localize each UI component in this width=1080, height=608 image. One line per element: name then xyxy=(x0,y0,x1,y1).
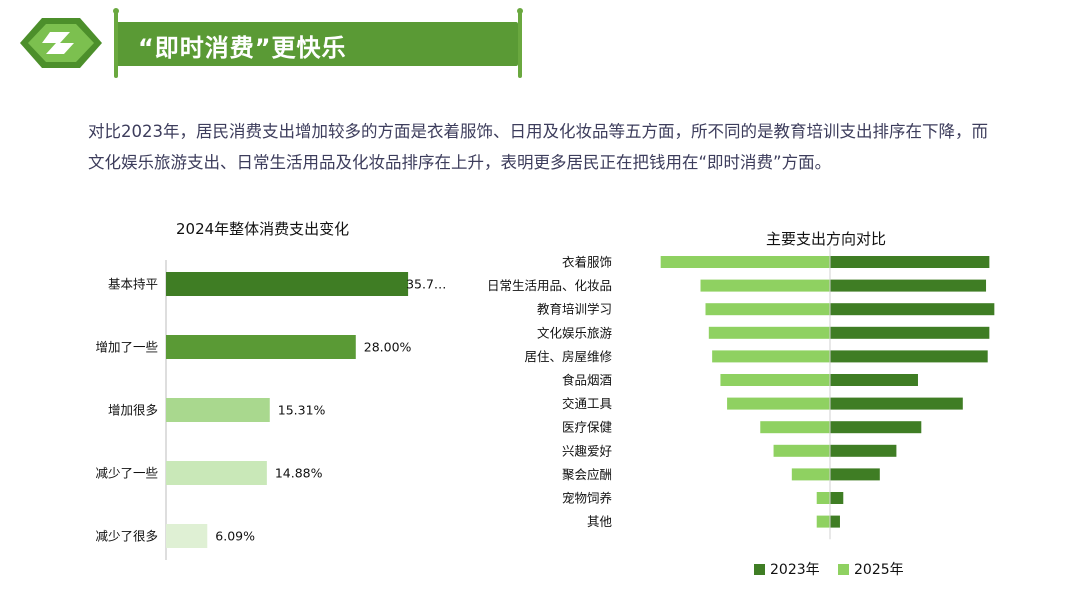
bar-2025-9 xyxy=(773,444,830,457)
overall-change-chart: 基本持平 35.7… 增加了一些 28.00% 增加很多 15.31% 减少了一些 14.88… xyxy=(95,260,446,560)
bar-2023-8 xyxy=(830,421,922,434)
legend-label-2023: 2023年 xyxy=(770,562,820,578)
bar-2023-3 xyxy=(830,303,995,316)
category-label: 交通工具 xyxy=(562,396,613,411)
category-label: 聚会应酬 xyxy=(562,467,612,482)
category-label: 文化娱乐旅游 xyxy=(537,325,613,340)
banner-pin-left xyxy=(114,12,118,78)
bar-2025-12 xyxy=(816,515,830,528)
category-label: 医疗保健 xyxy=(562,420,613,435)
banner-pin-right xyxy=(518,12,522,78)
legend-label-2025: 2025年 xyxy=(854,562,904,578)
category-label: 教育培训学习 xyxy=(537,302,612,317)
category-label: 宠物饲养 xyxy=(562,491,612,506)
bar-2023-2 xyxy=(830,279,987,292)
spending-direction-chart: 衣着服饰日常生活用品、化妆品教育培训学习文化娱乐旅游居住、房屋维修食品烟酒交通工… xyxy=(487,246,995,578)
bar-2025-8 xyxy=(760,421,830,434)
category-label: 食品烟酒 xyxy=(562,373,612,388)
bar-5 xyxy=(166,524,208,548)
category-label: 日常生活用品、化妆品 xyxy=(487,278,612,293)
category-label: 居住、房屋维修 xyxy=(524,349,612,364)
banner-pin-dot-right xyxy=(517,8,523,14)
bar-2023-9 xyxy=(830,444,897,457)
value-label: 35.7… xyxy=(406,277,446,292)
intro-paragraph: 对比2023年，居民消费支出增加较多的方面是衣着服饰、日用及化妆品等五方面，所不… xyxy=(88,122,988,172)
category-label: 兴趣爱好 xyxy=(562,443,612,458)
value-label: 28.00% xyxy=(364,340,412,355)
bar-1 xyxy=(166,272,409,296)
bar-2023-6 xyxy=(830,374,918,386)
bar-2025-10 xyxy=(791,468,830,481)
bar-2023-7 xyxy=(830,397,963,410)
right-chart-title: 主要支出方向对比 xyxy=(766,230,887,248)
category-label: 增加很多 xyxy=(108,403,158,418)
bar-2023-5 xyxy=(830,350,988,363)
bar-2023-1 xyxy=(830,256,990,268)
bar-2025-5 xyxy=(712,350,830,363)
title-banner: “即时消费”更快乐 xyxy=(113,8,523,78)
legend-swatch-2023 xyxy=(754,564,765,575)
bar-2 xyxy=(166,335,356,359)
value-label: 6.09% xyxy=(215,529,255,544)
bar-2025-4 xyxy=(708,326,830,339)
bar-2023-11 xyxy=(830,492,844,504)
value-label: 15.31% xyxy=(278,403,326,418)
category-label: 其他 xyxy=(587,514,613,529)
value-label: 14.88% xyxy=(275,466,323,481)
left-chart-title: 2024年整体消费支出变化 xyxy=(176,220,350,238)
bar-2025-3 xyxy=(705,303,830,316)
page-title: “即时消费”更快乐 xyxy=(138,34,347,62)
bar-2025-1 xyxy=(660,256,830,268)
bar-2023-10 xyxy=(830,468,880,481)
category-label: 衣着服饰 xyxy=(562,255,612,270)
bar-2025-2 xyxy=(700,279,830,292)
banner-pin-dot-left xyxy=(113,8,119,14)
bar-2025-11 xyxy=(816,492,830,504)
bar-2023-12 xyxy=(830,515,840,528)
brand-logo xyxy=(20,18,102,68)
bar-4 xyxy=(166,461,267,485)
category-label: 增加了一些 xyxy=(95,340,158,355)
legend-swatch-2025 xyxy=(838,564,849,575)
bar-2023-4 xyxy=(830,326,990,339)
category-label: 减少了很多 xyxy=(95,529,158,544)
bar-3 xyxy=(166,398,270,422)
category-label: 减少了一些 xyxy=(95,466,158,481)
bar-2025-7 xyxy=(727,397,830,410)
bar-2025-6 xyxy=(720,374,830,386)
category-label: 基本持平 xyxy=(108,277,158,292)
